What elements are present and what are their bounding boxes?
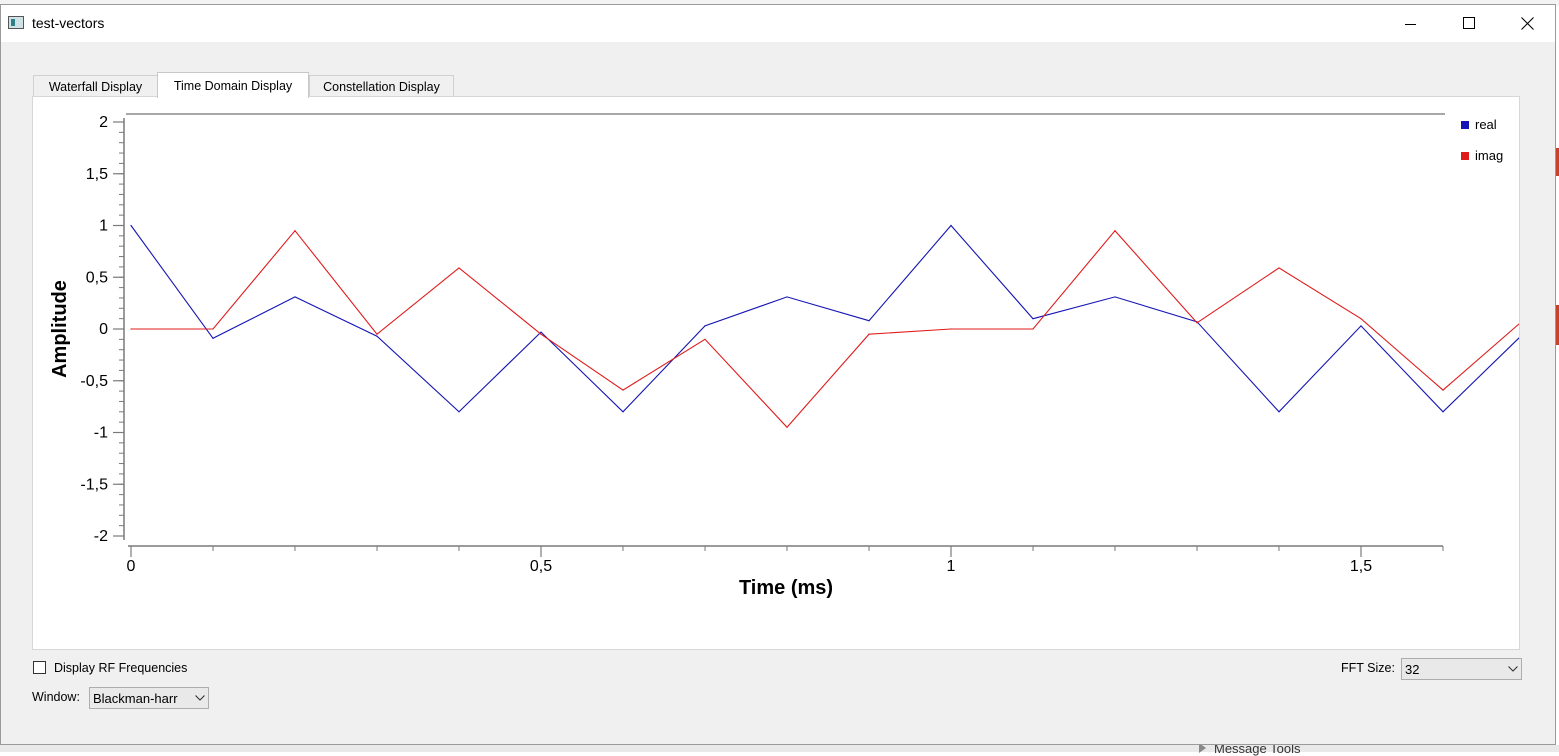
legend-label-real: real — [1475, 117, 1497, 132]
data-point-real — [294, 296, 296, 298]
data-point-imag — [1032, 328, 1034, 330]
data-point-real — [868, 320, 870, 322]
time-domain-plot[interactable]: 21,510,50-0,5-1-1,5-200,511,522,53Time (… — [33, 97, 1519, 649]
data-point-imag — [1114, 230, 1116, 232]
y-tick-label: 1,5 — [86, 166, 108, 183]
y-tick-label: 1 — [99, 218, 108, 235]
y-tick-label: -2 — [94, 528, 108, 545]
window-title: test-vectors — [32, 15, 105, 31]
x-axis-title: Time (ms) — [739, 577, 833, 599]
window-select[interactable]: Blackman-harr — [89, 687, 209, 709]
background-accent — [1554, 148, 1559, 176]
data-point-imag — [786, 426, 788, 428]
y-tick-label: 2 — [99, 114, 108, 131]
x-tick-label: 0,5 — [530, 558, 552, 575]
data-point-real — [540, 331, 542, 333]
data-point-real — [212, 337, 214, 339]
y-tick-label: 0,5 — [86, 269, 108, 286]
minimize-button[interactable] — [1382, 5, 1440, 42]
window-select-value: Blackman-harr — [93, 690, 178, 706]
window-label: Window: — [32, 690, 80, 704]
data-point-real — [458, 411, 460, 413]
close-icon — [1520, 17, 1534, 30]
data-point-real — [1360, 325, 1362, 327]
data-point-imag — [540, 333, 542, 335]
y-tick-label: 0 — [99, 321, 108, 338]
title-bar[interactable]: test-vectors — [1, 5, 1555, 42]
series-line-imag — [131, 229, 1519, 429]
minimize-icon — [1405, 23, 1416, 25]
data-point-real — [786, 296, 788, 298]
close-button[interactable] — [1498, 5, 1556, 42]
series-line-real — [130, 224, 1519, 413]
x-tick-label: 1,5 — [1350, 558, 1372, 575]
background-app-strip — [0, 0, 1559, 6]
data-point-imag — [1360, 318, 1362, 320]
background-accent — [1554, 305, 1559, 345]
tab-constellation-display[interactable]: Constellation Display — [309, 75, 454, 97]
fft-size-select[interactable]: 32 — [1401, 658, 1522, 680]
maximize-button[interactable] — [1440, 5, 1498, 42]
display-rf-checkbox[interactable] — [33, 661, 46, 674]
data-point-real — [704, 325, 706, 327]
tab-time-domain-display[interactable]: Time Domain Display — [157, 72, 309, 98]
data-point-imag — [376, 333, 378, 335]
chevron-down-icon — [1505, 666, 1521, 672]
data-point-imag — [458, 267, 460, 269]
legend-swatch-real — [1461, 121, 1469, 129]
y-tick-label: -0,5 — [80, 373, 108, 390]
data-point-imag — [1196, 322, 1198, 324]
tab-waterfall-display[interactable]: Waterfall Display — [33, 75, 158, 97]
data-point-real — [622, 411, 624, 413]
data-point-imag — [294, 230, 296, 232]
data-point-real — [950, 224, 952, 227]
data-point-imag — [212, 328, 214, 330]
y-tick-label: -1 — [94, 425, 108, 442]
fft-size-value: 32 — [1405, 661, 1420, 677]
display-rf-label[interactable]: Display RF Frequencies — [54, 661, 188, 675]
data-point-real — [1032, 318, 1034, 320]
y-axis-title: Amplitude — [49, 280, 71, 378]
time-domain-panel: 21,510,50-0,5-1-1,5-200,511,522,53Time (… — [32, 96, 1520, 650]
data-point-imag — [130, 328, 132, 330]
legend-label-imag: imag — [1475, 148, 1503, 163]
data-point-imag — [622, 389, 624, 391]
app-icon — [8, 16, 24, 29]
legend-swatch-imag — [1461, 152, 1469, 160]
data-point-real — [1442, 411, 1444, 413]
data-point-imag — [868, 333, 870, 335]
maximize-icon — [1462, 17, 1475, 29]
data-point-real — [1278, 411, 1280, 413]
data-point-real — [130, 224, 132, 227]
y-tick-label: -1,5 — [80, 476, 108, 493]
data-point-imag — [950, 328, 952, 330]
data-point-real — [376, 335, 378, 337]
chevron-down-icon — [192, 695, 208, 701]
data-point-imag — [1278, 267, 1280, 269]
fft-size-label: FFT Size: — [1341, 661, 1395, 675]
x-tick-label: 1 — [947, 558, 956, 575]
data-point-real — [1114, 296, 1116, 298]
data-point-imag — [704, 338, 706, 340]
x-tick-label: 0 — [127, 558, 136, 575]
expand-arrow-icon — [1199, 743, 1206, 753]
data-point-imag — [1442, 389, 1444, 391]
background-app-footer — [0, 745, 1559, 752]
